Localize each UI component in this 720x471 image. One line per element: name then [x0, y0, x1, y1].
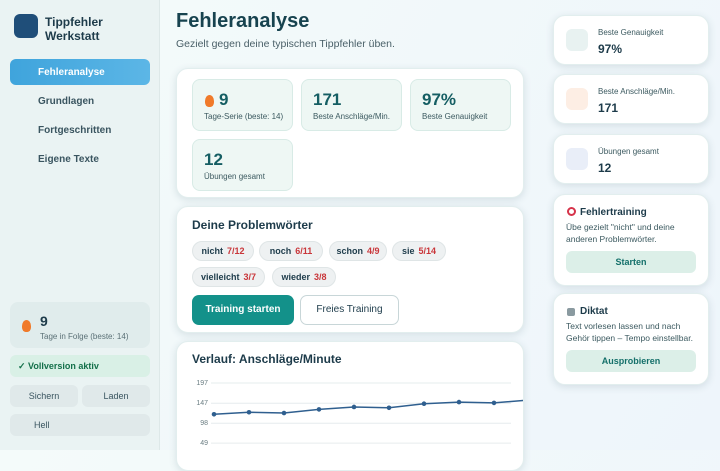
word-chip[interactable]: nicht 7/12 — [192, 241, 254, 261]
word: wieder — [281, 272, 310, 282]
data-point — [281, 410, 287, 416]
app-title: Tippfehler Werkstatt — [45, 15, 103, 43]
flame-icon — [205, 95, 214, 107]
target-icon — [567, 207, 576, 216]
logo — [14, 14, 38, 38]
data-point — [456, 399, 462, 405]
feature-text: Text vorlesen lassen und nach Gehör tipp… — [566, 321, 693, 343]
save-button[interactable]: Sichern — [10, 385, 78, 407]
y-tick-label: 197 — [196, 380, 208, 387]
word: schon — [336, 246, 363, 256]
chart-icon — [566, 148, 588, 170]
word-score: 3/7 — [243, 272, 257, 282]
summary-card: Beste Anschläge/Min. 171 — [553, 74, 709, 124]
chart: 49 98 147 197 — [196, 380, 523, 447]
nav-item[interactable]: Fehleranalyse — [10, 59, 150, 85]
summary-value: 12 — [598, 161, 612, 175]
streak-value: 9 — [40, 313, 48, 329]
feature-title: Diktat — [580, 306, 608, 317]
page-title: Fehleranalyse — [176, 10, 310, 32]
stat-label: Tage-Serie (beste: 14) — [204, 112, 284, 121]
primary-button[interactable]: Training starten — [192, 295, 294, 325]
nav-item[interactable]: Eigene Texte — [38, 154, 99, 165]
secondary-button[interactable]: Freies Training — [300, 295, 399, 325]
word-score: 6/11 — [295, 246, 313, 256]
word-chip[interactable]: vielleicht 3/7 — [192, 267, 265, 287]
speaker-icon — [567, 308, 575, 316]
data-point — [211, 411, 217, 417]
stat-label: Beste Genauigkeit — [422, 112, 488, 121]
summary-card: Beste Genauigkeit 97% — [553, 15, 709, 65]
word-score: 3/8 — [314, 272, 327, 282]
word-chip[interactable]: wieder 3/8 — [272, 267, 336, 287]
summary-label: Beste Anschläge/Min. — [598, 87, 675, 96]
data-point — [421, 401, 427, 407]
word: noch — [269, 246, 292, 256]
stat-value: 12 — [204, 150, 223, 169]
stat-value: 171 — [313, 90, 342, 109]
data-line — [213, 399, 523, 416]
stats-card: 9 Tage-Serie (beste: 14) 171 Beste Anschlä… — [176, 68, 524, 198]
feature-text: Übe gezielt "nicht" und deine anderen Pr… — [566, 222, 675, 244]
summary-label: Übungen gesamt — [598, 147, 659, 156]
y-tick-label: 147 — [196, 400, 208, 407]
feature-title: Fehlertraining — [580, 207, 647, 218]
page-subtitle: Gezielt gegen deine typischen Tippfehler… — [176, 38, 395, 50]
word: nicht — [201, 246, 223, 256]
problems-card: Deine Problemwörter nicht 7/12 noch 6/11 s… — [176, 206, 524, 333]
stat: 9 Tage-Serie (beste: 14) — [192, 79, 293, 131]
word-score: 7/12 — [226, 246, 245, 256]
feature-button[interactable]: Ausprobieren — [566, 350, 696, 372]
license-badge: ✓ Vollversion aktiv — [10, 355, 150, 377]
y-tick-label: 49 — [200, 440, 208, 447]
summary-value: 171 — [598, 101, 619, 115]
sidebar: Tippfehler Werkstatt Fehleranalyse Grund… — [0, 0, 160, 450]
summary-value: 97% — [598, 42, 623, 56]
stat-label: Übungen gesamt — [204, 172, 265, 181]
word-chip[interactable]: noch 6/11 — [259, 241, 323, 261]
data-point — [491, 400, 497, 406]
stat-label: Beste Anschläge/Min. — [313, 112, 390, 121]
stat-value: 97% — [422, 90, 457, 109]
word-score: 4/9 — [367, 246, 380, 256]
summary-card: Übungen gesamt 12 — [553, 134, 709, 184]
feature-card: Diktat Text vorlesen lassen und nach Geh… — [553, 293, 709, 385]
speed-icon — [566, 88, 588, 110]
flame-icon — [22, 320, 31, 332]
load-button[interactable]: Laden — [82, 385, 150, 407]
feature-card: Fehlertraining Übe gezielt "nicht" und d… — [553, 194, 709, 286]
data-point — [246, 409, 252, 415]
data-point — [316, 407, 322, 412]
data-point — [351, 404, 357, 410]
stat: 12 Übungen gesamt — [192, 139, 293, 191]
summary-label: Beste Genauigkeit — [598, 28, 664, 37]
stat: 171 Beste Anschläge/Min. — [301, 79, 402, 131]
feature-button[interactable]: Starten — [566, 251, 696, 273]
chart-title: Verlauf: Anschläge/Minute — [192, 352, 342, 366]
nav-item[interactable]: Fortgeschritten — [38, 125, 112, 136]
streak-card: 9 Tage in Folge (beste: 14) — [10, 302, 150, 348]
word-chip[interactable]: schon 4/9 — [329, 241, 387, 261]
chart-card: Verlauf: Anschläge/Minute 49 98 147 197 — [176, 341, 524, 471]
word-score: 5/14 — [418, 246, 437, 256]
y-tick-label: 98 — [200, 420, 208, 427]
word: vielleicht — [200, 272, 240, 282]
target-icon — [566, 29, 588, 51]
word-chip[interactable]: sie 5/14 — [392, 241, 446, 261]
streak-label: Tage in Folge (beste: 14) — [40, 332, 129, 341]
nav-item[interactable]: Grundlagen — [38, 96, 95, 107]
stat: 97% Beste Genauigkeit — [410, 79, 511, 131]
data-point — [386, 405, 392, 411]
stat-value: 9 — [219, 90, 229, 109]
theme-toggle[interactable]: Hell — [10, 414, 150, 436]
section-title: Deine Problemwörter — [192, 218, 313, 232]
word: sie — [401, 246, 415, 256]
